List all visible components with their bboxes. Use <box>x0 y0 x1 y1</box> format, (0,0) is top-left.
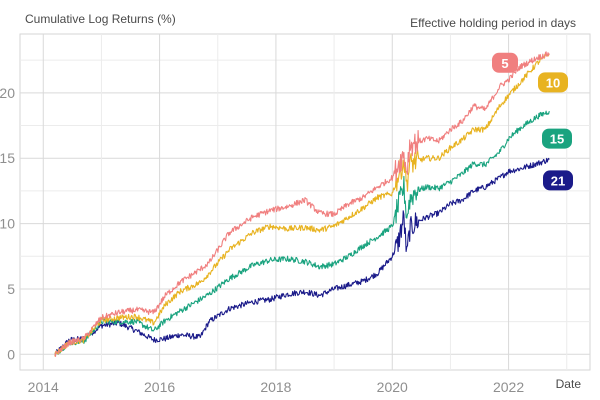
y-tick-label: 0 <box>7 346 15 362</box>
x-axis-ticks: 2014 2016 2018 2020 2022 <box>28 379 525 395</box>
series-label-badge-21 <box>543 170 573 191</box>
series-label-badge-15 <box>542 128 572 149</box>
x-tick-label: 2014 <box>28 379 59 395</box>
legend-title: Effective holding period in days <box>410 16 576 30</box>
series-label-21: 21 <box>551 173 565 188</box>
series-label-5: 5 <box>501 56 508 71</box>
y-tick-label: 15 <box>0 150 15 166</box>
series-labels: 5 10 15 21 <box>492 52 573 191</box>
series-label-badge-10 <box>538 72 568 93</box>
series-label-10: 10 <box>546 75 560 90</box>
series-line-21 <box>54 157 550 356</box>
x-axis-label: Date <box>556 377 582 391</box>
y-tick-label: 5 <box>7 281 15 297</box>
y-tick-label: 10 <box>0 216 15 232</box>
series-label-15: 15 <box>550 132 564 147</box>
series-lines <box>54 51 550 357</box>
y-tick-label: 20 <box>0 85 15 101</box>
plot-frame <box>19 33 591 371</box>
x-tick-label: 2022 <box>493 379 524 395</box>
x-tick-label: 2018 <box>260 379 291 395</box>
series-line-5 <box>54 51 550 357</box>
y-axis-ticks: 0 5 10 15 20 <box>0 85 15 362</box>
series-line-10 <box>54 53 550 357</box>
series-label-badge-5 <box>492 52 518 73</box>
x-tick-label: 2020 <box>377 379 408 395</box>
series-line-15 <box>54 110 550 355</box>
chart-title: Cumulative Log Returns (%) <box>25 12 176 26</box>
x-tick-label: 2016 <box>144 379 175 395</box>
